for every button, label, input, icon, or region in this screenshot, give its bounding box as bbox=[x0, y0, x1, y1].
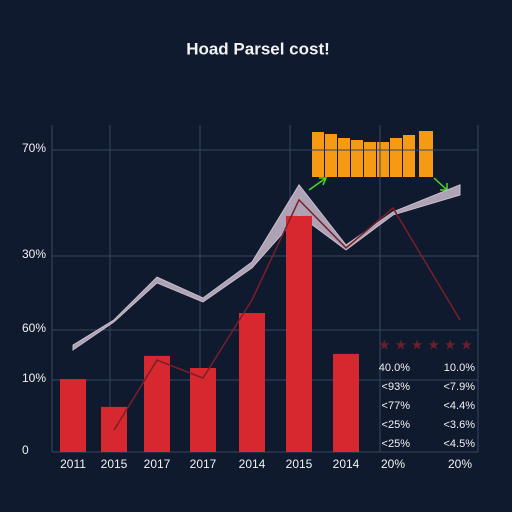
x-tick-label: 2015 bbox=[101, 457, 128, 471]
table-cell: <25% bbox=[382, 438, 411, 450]
x-tick-label: 2017 bbox=[144, 457, 171, 471]
x-tick-label: 2014 bbox=[333, 457, 360, 471]
bar bbox=[286, 215, 312, 452]
table-cell: <3.6% bbox=[444, 419, 476, 431]
y-axis-label: 0 bbox=[22, 443, 29, 457]
x-tick-label: 20% bbox=[448, 457, 472, 471]
y-axis-label: 70% bbox=[22, 141, 46, 155]
table-cell: 40.0% bbox=[379, 362, 410, 374]
table-cell: <4.5% bbox=[444, 438, 476, 450]
trend-line bbox=[113, 198, 461, 431]
svg-text:★ ★ ★ ★ ★ ★: ★ ★ ★ ★ ★ ★ bbox=[378, 337, 473, 353]
x-tick-label: 2017 bbox=[190, 457, 217, 471]
stars: ★ ★ ★ ★ ★ ★ bbox=[378, 337, 473, 353]
bar bbox=[239, 313, 265, 452]
x-tick-label: 2014 bbox=[239, 457, 266, 471]
table-cell: <4.4% bbox=[444, 400, 476, 412]
bar bbox=[60, 379, 86, 452]
y-axis-label: 60% bbox=[22, 321, 46, 335]
x-tick-label: 2015 bbox=[286, 457, 313, 471]
table-cell: <93% bbox=[382, 381, 411, 393]
x-tick-label: 20% bbox=[381, 457, 405, 471]
band-area bbox=[72, 183, 461, 351]
y-axis-label: 30% bbox=[22, 247, 46, 261]
bar bbox=[333, 353, 359, 452]
table-cell: <77% bbox=[382, 400, 411, 412]
table-cell: <7.9% bbox=[444, 381, 476, 393]
x-tick-label: 2011 bbox=[60, 457, 86, 471]
bar bbox=[190, 367, 216, 452]
chart-title: Hoad Parsel cost! bbox=[186, 39, 330, 58]
y-axis-label: 10% bbox=[22, 371, 46, 385]
table-cell: <25% bbox=[382, 419, 411, 431]
table-cell: 10.0% bbox=[444, 362, 475, 374]
bar bbox=[144, 355, 170, 452]
